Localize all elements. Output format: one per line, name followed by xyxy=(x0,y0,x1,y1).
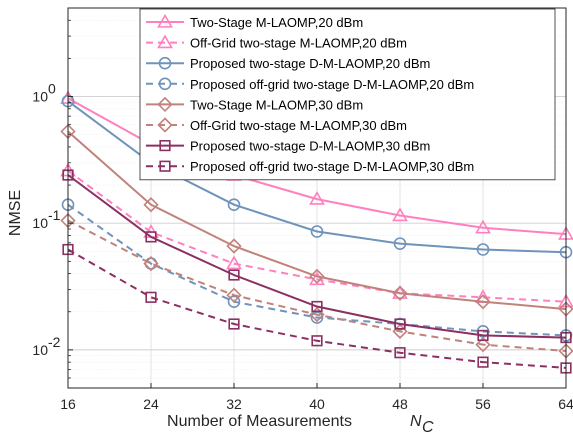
x-tick-label: 16 xyxy=(60,396,76,412)
legend-item: Proposed two-stage D-M-LAOMP,30 dBm xyxy=(146,139,430,154)
data-point xyxy=(226,238,242,254)
data-point xyxy=(475,219,491,234)
legend-swatch-marker xyxy=(158,77,172,91)
data-point xyxy=(309,268,325,285)
data-point xyxy=(228,318,240,330)
legend-item: Two-Stage M-LAOMP,20 dBm xyxy=(146,13,363,30)
legend-swatch-marker xyxy=(157,96,173,113)
legend-item: Proposed two-stage D-M-LAOMP,20 dBm xyxy=(146,56,430,71)
series-8 xyxy=(62,243,572,374)
series-line xyxy=(67,169,567,303)
data-point xyxy=(394,318,406,330)
data-point xyxy=(475,336,491,353)
legend-label: Proposed off-grid two-stage D-M-LAOMP,30… xyxy=(190,159,474,174)
data-point xyxy=(311,300,323,313)
data-point xyxy=(145,231,157,243)
legend-item: Off-Grid two-stage M-LAOMP,20 dBm xyxy=(146,34,407,51)
y-tick-exponent: -1 xyxy=(48,207,61,223)
x-tick-label: 56 xyxy=(475,396,491,412)
legend-label: Two-Stage M-LAOMP,30 dBm xyxy=(190,97,363,112)
x-tick-label: 64 xyxy=(558,396,573,412)
x-axis-ticks: 16 24 32 40 48 56 64 xyxy=(60,383,573,412)
series-line xyxy=(67,130,567,311)
data-point xyxy=(226,255,242,270)
x-tick-label: 32 xyxy=(226,396,242,412)
x-tick-label: 48 xyxy=(392,396,408,412)
data-point xyxy=(477,356,489,368)
legend-label: Proposed two-stage D-M-LAOMP,20 dBm xyxy=(190,56,430,71)
data-point xyxy=(475,294,491,310)
legend-swatch-marker xyxy=(157,34,173,49)
data-point xyxy=(393,237,407,250)
data-point xyxy=(309,306,325,323)
data-point xyxy=(227,198,241,211)
x-tick-label: 40 xyxy=(309,396,325,412)
series-5 xyxy=(60,123,573,317)
legend-swatch-marker xyxy=(157,13,173,28)
data-point xyxy=(143,255,159,272)
data-point xyxy=(477,329,489,342)
y-tick-label: 10 -2 xyxy=(32,334,60,358)
series-6 xyxy=(60,212,573,359)
data-point xyxy=(143,197,159,213)
series-line xyxy=(67,219,567,352)
legend-swatch-marker xyxy=(158,56,172,70)
series-7 xyxy=(62,169,572,344)
legend-swatch-marker xyxy=(159,140,171,152)
series-line xyxy=(67,248,567,369)
y-tick-exponent: 0 xyxy=(48,81,56,97)
data-point xyxy=(145,291,157,303)
y-tick-base: 10 xyxy=(32,215,48,231)
legend-item: Proposed off-grid two-stage D-M-LAOMP,30… xyxy=(146,159,474,174)
y-tick-label: 10 0 xyxy=(32,81,56,105)
legend-label: Off-Grid two-stage M-LAOMP,30 dBm xyxy=(190,118,407,133)
legend-label: Off-Grid two-stage M-LAOMP,20 dBm xyxy=(190,36,407,51)
legend-label: Proposed off-grid two-stage D-M-LAOMP,20… xyxy=(190,77,474,92)
y-tick-label: 10 -1 xyxy=(32,207,60,231)
y-tick-exponent: -2 xyxy=(48,334,61,350)
legend-label: Proposed two-stage D-M-LAOMP,30 dBm xyxy=(190,139,430,154)
x-tick-label: 24 xyxy=(143,396,159,412)
legend-swatch-marker xyxy=(159,160,171,172)
legend: Two-Stage M-LAOMP,20 dBm Off-Grid two-sta… xyxy=(139,8,556,181)
x-axis-subscript: C xyxy=(422,419,434,436)
legend-box xyxy=(139,8,556,181)
y-tick-base: 10 xyxy=(32,89,48,105)
x-axis-label: Number of Measurements xyxy=(167,413,352,430)
series-line xyxy=(67,174,567,339)
data-point xyxy=(309,190,325,205)
legend-item: Two-Stage M-LAOMP,30 dBm xyxy=(146,96,363,113)
data-point xyxy=(226,287,242,303)
legend-item: Off-Grid two-stage M-LAOMP,30 dBm xyxy=(146,117,407,133)
data-point xyxy=(392,207,408,222)
y-axis-label: NMSE xyxy=(7,190,24,236)
y-tick-base: 10 xyxy=(32,342,48,358)
legend-item: Proposed off-grid two-stage D-M-LAOMP,20… xyxy=(146,77,474,92)
data-point xyxy=(310,225,324,238)
legend-swatch-marker xyxy=(157,117,173,133)
legend-label: Two-Stage M-LAOMP,20 dBm xyxy=(190,15,363,30)
series-layer xyxy=(60,90,573,374)
data-point xyxy=(394,347,406,359)
data-point xyxy=(228,269,240,281)
x-axis-symbol: N xyxy=(410,413,422,430)
data-point xyxy=(392,285,408,301)
data-point xyxy=(311,335,323,347)
data-point xyxy=(476,243,490,256)
